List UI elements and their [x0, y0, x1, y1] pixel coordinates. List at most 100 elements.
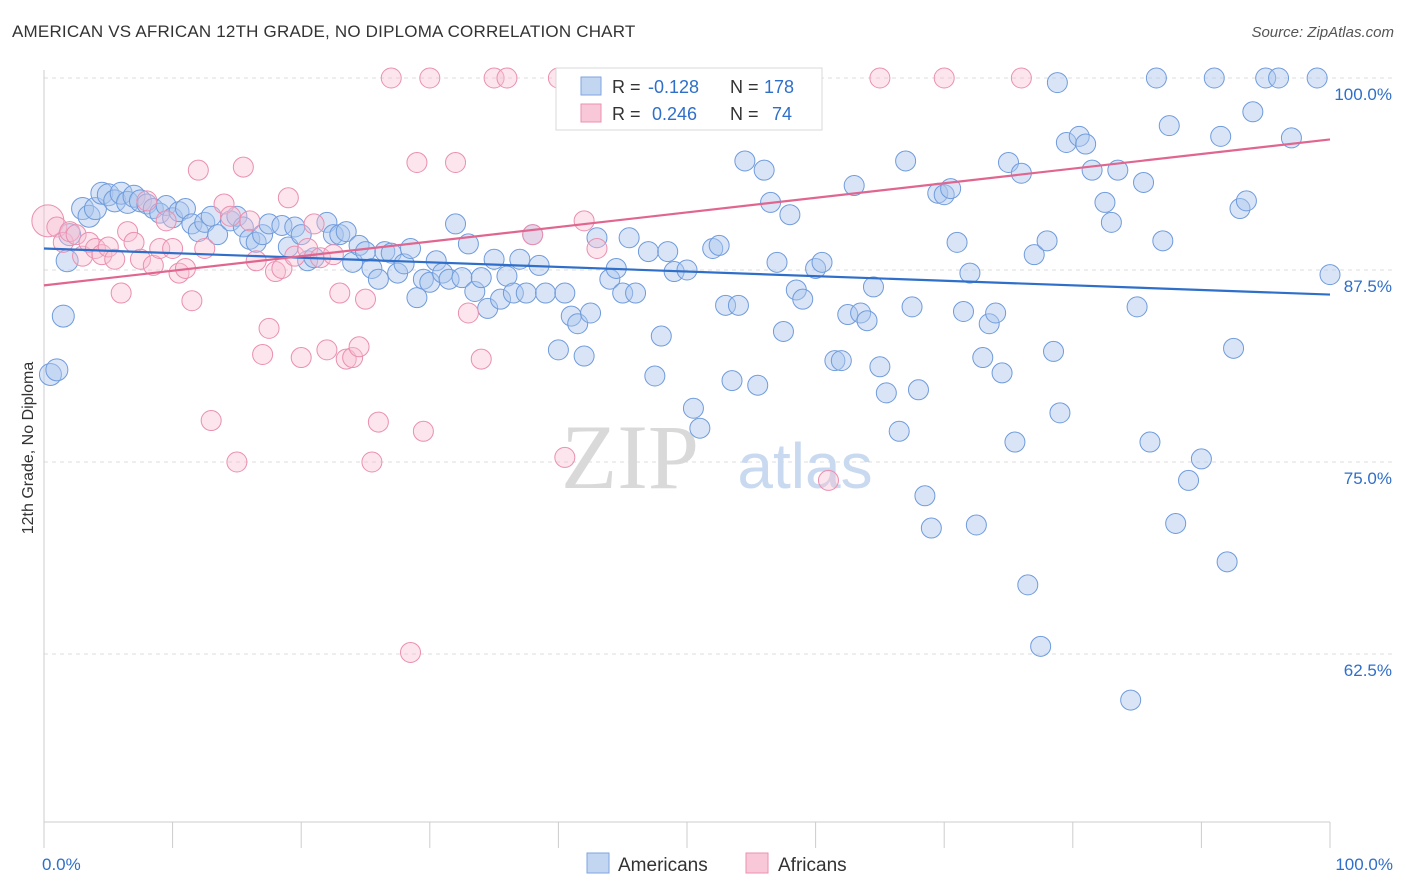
- point-africans: [412, 420, 434, 442]
- point-africans: [554, 446, 576, 468]
- point-africans: [219, 205, 241, 227]
- point-africans: [31, 204, 65, 238]
- point-americans: [869, 356, 891, 378]
- point-americans: [1223, 337, 1245, 359]
- point-americans: [637, 241, 659, 263]
- chart-title: AMERICAN VS AFRICAN 12TH GRADE, NO DIPLO…: [12, 22, 636, 41]
- point-africans: [110, 282, 132, 304]
- point-americans: [779, 204, 801, 226]
- trend-line-americans: [43, 247, 1331, 296]
- point-africans: [335, 348, 357, 370]
- point-americans: [1043, 340, 1065, 362]
- point-americans: [907, 379, 929, 401]
- point-americans: [978, 313, 1000, 335]
- point-americans: [895, 150, 917, 172]
- point-americans: [1158, 115, 1180, 137]
- point-africans: [136, 190, 158, 212]
- point-africans: [933, 67, 955, 89]
- trend-line-africans: [43, 138, 1331, 287]
- point-africans: [258, 317, 280, 339]
- point-americans: [1203, 67, 1225, 89]
- point-africans: [65, 224, 87, 246]
- point-americans: [721, 370, 743, 392]
- point-africans: [348, 336, 370, 358]
- point-americans: [1055, 132, 1077, 154]
- point-americans: [1216, 551, 1238, 573]
- point-americans: [547, 339, 569, 361]
- point-americans: [811, 251, 833, 273]
- point-americans: [766, 251, 788, 273]
- point-americans: [1046, 72, 1068, 94]
- point-americans: [1178, 469, 1200, 491]
- point-americans: [239, 228, 261, 250]
- point-africans: [380, 67, 402, 89]
- point-americans: [1190, 448, 1212, 470]
- point-africans: [290, 347, 312, 369]
- legend-r-value-americans: -0.128: [648, 77, 699, 97]
- point-americans: [502, 282, 524, 304]
- point-americans: [824, 350, 846, 372]
- point-americans: [586, 227, 608, 249]
- point-americans: [625, 282, 647, 304]
- point-africans: [232, 156, 254, 178]
- point-africans: [400, 641, 422, 663]
- point-americans: [644, 365, 666, 387]
- point-americans: [207, 224, 229, 246]
- point-americans: [470, 267, 492, 289]
- point-americans: [1268, 67, 1290, 89]
- point-africans: [869, 67, 891, 89]
- point-americans: [445, 213, 467, 235]
- point-africans: [355, 288, 376, 310]
- point-americans: [1081, 159, 1103, 181]
- point-americans: [425, 250, 447, 272]
- point-americans: [412, 268, 434, 290]
- point-africans: [181, 290, 203, 312]
- point-africans: [59, 221, 81, 243]
- point-americans: [367, 268, 389, 290]
- legend-n-value-africans: 74: [772, 104, 792, 124]
- point-americans: [355, 241, 376, 263]
- y-axis-label: 12th Grade, No Diploma: [20, 362, 37, 535]
- point-americans: [335, 221, 357, 243]
- point-americans: [985, 302, 1007, 324]
- point-africans: [187, 159, 209, 181]
- watermark-zip: ZIP: [561, 406, 699, 508]
- point-africans: [445, 151, 467, 173]
- point-americans: [772, 320, 794, 342]
- point-americans: [451, 267, 473, 289]
- point-africans: [52, 231, 74, 253]
- point-africans: [226, 451, 248, 473]
- point-africans: [322, 244, 344, 266]
- point-americans: [1030, 635, 1052, 657]
- point-americans: [1210, 125, 1232, 147]
- point-africans: [406, 151, 428, 173]
- point-americans: [580, 302, 602, 324]
- point-americans: [38, 362, 62, 386]
- point-americans: [862, 276, 884, 298]
- watermark-atlas: atlas: [737, 430, 872, 502]
- point-africans: [367, 411, 389, 433]
- point-americans: [554, 282, 576, 304]
- point-americans: [792, 288, 814, 310]
- point-americans: [933, 184, 955, 206]
- legend-swatch-series-africans: [745, 852, 769, 874]
- point-americans: [805, 257, 827, 279]
- legend-swatch-series-americans: [586, 852, 610, 874]
- point-americans: [77, 204, 101, 228]
- point-americans: [1049, 402, 1071, 424]
- point-africans: [496, 67, 518, 89]
- point-africans: [586, 237, 608, 259]
- point-americans: [657, 241, 679, 263]
- point-americans: [1126, 296, 1148, 318]
- point-americans: [45, 358, 69, 382]
- point-americans: [920, 517, 942, 539]
- point-americans: [490, 288, 512, 310]
- point-africans: [155, 210, 177, 232]
- y-tick-label: 100.0%: [1334, 85, 1392, 104]
- point-africans: [72, 245, 94, 267]
- point-americans: [71, 197, 95, 221]
- point-americans: [991, 362, 1013, 384]
- point-americans: [1306, 67, 1328, 89]
- point-africans: [303, 213, 325, 235]
- point-africans: [817, 469, 839, 491]
